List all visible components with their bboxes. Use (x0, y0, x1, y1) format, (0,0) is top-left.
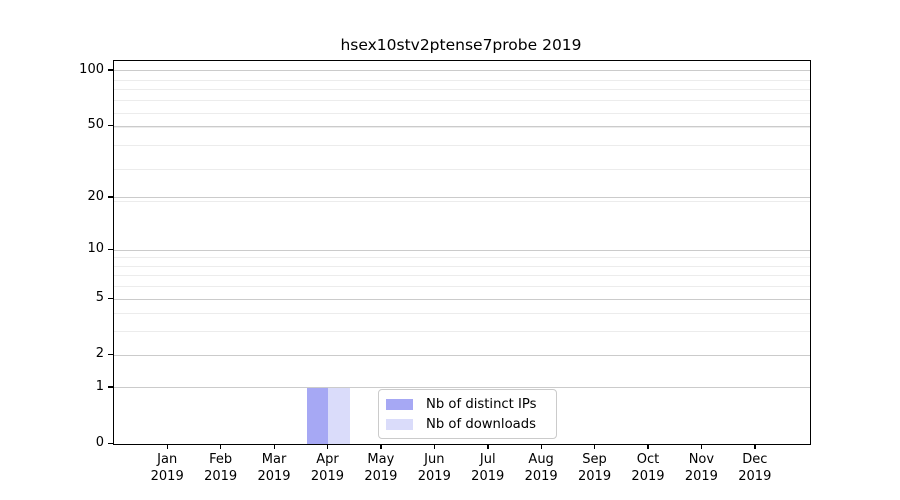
x-tick-mark (326, 444, 329, 449)
y-tick-mark (108, 196, 113, 198)
x-tick-month: Apr (316, 452, 339, 467)
x-tick-month: Nov (688, 452, 715, 467)
x-tick-year: 2019 (150, 469, 184, 484)
minor-gridline (114, 127, 810, 129)
minor-gridline (114, 168, 810, 170)
x-tick-mark (754, 444, 756, 449)
x-tick-year: 2019 (471, 469, 505, 484)
bar-nb-of-distinct-ips (306, 387, 329, 444)
y-tick-label: 10 (87, 241, 104, 257)
x-tick-label: Apr 2019 (295, 451, 359, 485)
y-tick-mark (108, 69, 113, 71)
major-gridline (114, 249, 810, 251)
x-tick-month: Feb (209, 452, 233, 467)
x-tick-mark (433, 444, 436, 449)
legend-label: Nb of downloads (426, 416, 536, 432)
minor-gridline (114, 89, 810, 91)
x-tick-month: Dec (742, 452, 768, 467)
x-tick-label: Nov 2019 (669, 451, 733, 485)
legend-label: Nb of distinct IPs (426, 396, 537, 412)
plot-area: Nb of distinct IPs Nb of downloads (113, 60, 811, 445)
legend: Nb of distinct IPs Nb of downloads (378, 389, 557, 439)
x-tick-year: 2019 (364, 469, 398, 484)
minor-gridline (114, 100, 810, 102)
major-gridline (114, 354, 810, 356)
x-tick-month: Aug (528, 452, 554, 467)
legend-swatch (386, 398, 413, 410)
minor-gridline (114, 313, 810, 315)
minor-gridline (114, 201, 810, 203)
y-tick-label: 2 (95, 346, 104, 362)
y-tick-label: 0 (95, 435, 104, 450)
x-tick-label: Mar 2019 (242, 451, 306, 485)
chart-title: hsex10stv2ptense7probe 2019 (340, 36, 582, 54)
y-tick-mark (108, 124, 113, 127)
x-tick-month: Jul (479, 452, 496, 467)
x-tick-month: Jan (157, 452, 178, 467)
y-tick-mark (108, 353, 113, 355)
x-tick-year: 2019 (524, 469, 558, 484)
major-gridline (114, 70, 810, 72)
x-tick-year: 2019 (417, 469, 451, 484)
x-tick-label: Jan 2019 (135, 451, 199, 485)
x-tick-month: Mar (261, 452, 287, 467)
minor-gridline (114, 275, 810, 277)
y-tick-label: 1 (95, 378, 104, 394)
x-tick-month: Oct (636, 452, 660, 467)
legend-item: Nb of downloads (386, 416, 548, 433)
y-tick-label: 100 (79, 61, 104, 77)
minor-gridline (114, 331, 810, 333)
x-tick-label: Jun 2019 (402, 451, 466, 485)
minor-gridline (114, 79, 810, 81)
x-tick-month: Jun (424, 452, 445, 467)
x-tick-month: May (367, 452, 395, 467)
x-tick-label: Aug 2019 (509, 451, 573, 485)
x-tick-mark (700, 444, 703, 449)
x-tick-label: Sep 2019 (563, 451, 627, 485)
y-tick-mark (108, 297, 113, 299)
x-tick-year: 2019 (684, 469, 718, 484)
legend-item: Nb of distinct IPs (386, 396, 548, 413)
x-tick-year: 2019 (738, 469, 772, 484)
major-gridline (114, 125, 810, 127)
x-tick-year: 2019 (204, 469, 238, 484)
minor-gridline (114, 286, 810, 288)
major-gridline (114, 197, 810, 199)
x-tick-mark (594, 444, 596, 449)
x-tick-month: Sep (582, 452, 607, 467)
major-gridline (114, 298, 810, 300)
x-tick-mark (540, 444, 542, 449)
y-tick-label: 50 (87, 117, 104, 133)
x-tick-year: 2019 (578, 469, 612, 484)
x-tick-mark (380, 444, 382, 449)
x-tick-label: Feb 2019 (189, 451, 253, 485)
x-tick-year: 2019 (310, 469, 344, 484)
x-tick-label: Oct 2019 (616, 451, 680, 485)
minor-gridline (114, 145, 810, 147)
x-tick-mark (166, 444, 168, 449)
x-tick-mark (220, 444, 222, 449)
y-tick-mark (108, 386, 113, 388)
minor-gridline (114, 257, 810, 259)
x-tick-mark (273, 444, 275, 449)
y-tick-label: 5 (95, 290, 104, 306)
bar-nb-of-downloads (328, 387, 350, 444)
major-gridline (114, 387, 810, 389)
x-tick-mark (647, 444, 649, 449)
x-tick-mark (487, 444, 489, 449)
x-tick-label: Jul 2019 (456, 451, 520, 485)
x-tick-year: 2019 (631, 469, 665, 484)
y-tick-label: 20 (87, 188, 104, 204)
y-tick-mark (108, 442, 113, 444)
y-tick-mark (108, 248, 113, 250)
x-tick-label: May 2019 (349, 451, 413, 485)
legend-swatch (386, 418, 413, 430)
x-tick-label: Dec 2019 (723, 451, 787, 485)
x-tick-year: 2019 (257, 469, 291, 484)
minor-gridline (114, 112, 810, 114)
minor-gridline (114, 265, 810, 267)
